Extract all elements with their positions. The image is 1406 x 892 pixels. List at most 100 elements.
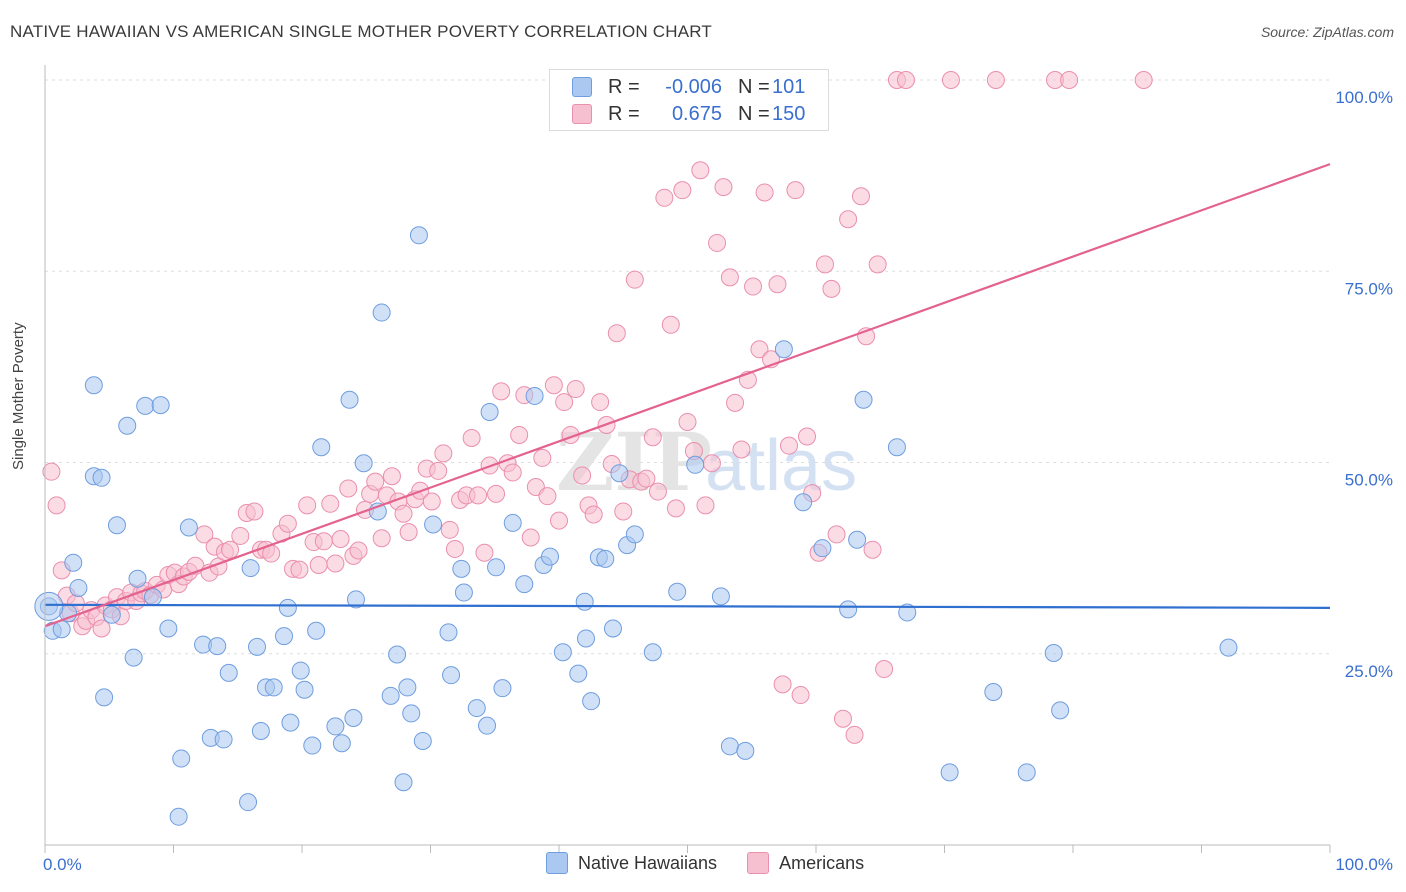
american-point — [851, 187, 870, 206]
legend-swatch-blue — [546, 852, 568, 874]
native-hawaiian-point — [307, 621, 326, 640]
native-hawaiian-point — [940, 763, 959, 782]
american-point — [399, 523, 418, 542]
native-hawaiian-point — [839, 600, 858, 619]
y-axis-label: Single Mother Poverty — [10, 322, 27, 470]
american-point — [744, 277, 763, 296]
american-point — [366, 472, 385, 491]
native-hawaiian-point-large — [34, 591, 64, 621]
american-point — [863, 540, 882, 559]
y-tick-label: 50.0% — [1345, 471, 1393, 490]
american-point — [845, 725, 864, 744]
native-hawaiians-trend-line — [44, 603, 1331, 609]
native-hawaiian-point — [480, 403, 499, 422]
american-point — [773, 675, 792, 694]
native-hawaiian-point — [172, 749, 191, 768]
native-hawaiian-point — [278, 598, 297, 617]
native-hawaiian-point — [136, 396, 155, 415]
x-tick-label: 100.0% — [1335, 855, 1393, 874]
american-point — [1134, 71, 1153, 89]
american-point — [655, 188, 674, 207]
american-point — [1060, 71, 1079, 89]
native-hawaiian-point — [487, 558, 506, 577]
american-point — [290, 560, 309, 579]
native-hawaiian-point — [774, 340, 793, 359]
american-point — [941, 71, 960, 89]
native-hawaiian-point — [409, 226, 428, 245]
native-hawaiian-point — [439, 623, 458, 642]
native-hawaiian-point — [394, 773, 413, 792]
native-hawaiian-point — [291, 661, 310, 680]
american-point — [986, 71, 1005, 89]
american-point — [732, 440, 751, 459]
native-hawaiian-point — [711, 587, 730, 606]
native-hawaiian-point — [128, 569, 147, 588]
native-hawaiian-point — [736, 741, 755, 760]
american-point — [298, 496, 317, 515]
american-point — [434, 444, 453, 463]
american-point — [791, 686, 810, 705]
legend-n-value: 101 — [772, 75, 806, 98]
native-hawaiian-point — [582, 692, 601, 711]
american-point — [708, 233, 727, 252]
native-hawaiian-point — [575, 592, 594, 611]
legend-swatch-pink — [747, 852, 770, 874]
native-hawaiian-point — [372, 303, 391, 322]
american-point — [726, 393, 745, 412]
american-point — [42, 462, 61, 481]
trend-lines — [44, 163, 1331, 628]
native-hawaiian-point — [1219, 638, 1238, 657]
american-point — [584, 505, 603, 524]
american-point — [798, 427, 817, 446]
american-point — [648, 482, 667, 501]
native-hawaiian-point — [241, 559, 260, 578]
american-point — [868, 255, 887, 274]
native-hawaiian-point — [340, 390, 359, 409]
american-point — [422, 492, 441, 511]
legend-item-americans[interactable]: Americans — [747, 852, 864, 874]
american-point — [278, 514, 297, 533]
native-hawaiian-point — [454, 583, 473, 602]
legend-item-native-hawaiians[interactable]: Native Hawaiians — [546, 852, 717, 874]
american-point — [339, 479, 358, 498]
native-hawaiian-point — [264, 678, 283, 697]
american-point — [691, 161, 710, 180]
native-hawaiian-point — [848, 530, 867, 549]
native-hawaiian-point — [388, 645, 407, 664]
american-point — [780, 436, 799, 455]
legend-row-americans: R = 0.675 N = 150 — [572, 103, 805, 125]
american-point — [591, 393, 610, 412]
native-hawaiian-point — [332, 734, 351, 753]
american-point — [875, 660, 894, 679]
american-point — [822, 279, 841, 298]
native-hawaiian-point — [354, 454, 373, 473]
watermark-atlas: atlas — [705, 426, 857, 506]
native-hawaiian-point — [625, 525, 644, 544]
native-hawaiian-point — [854, 390, 873, 409]
american-point — [637, 469, 656, 488]
american-point — [555, 393, 574, 412]
legend-n-value: 150 — [772, 102, 806, 125]
american-point — [678, 412, 697, 431]
american-point — [349, 541, 368, 560]
native-hawaiian-point — [248, 637, 267, 656]
american-point — [372, 529, 391, 548]
american-point — [815, 255, 834, 274]
native-hawaiian-point — [493, 679, 512, 698]
american-point — [321, 494, 340, 513]
series-legend: Native Hawaiians Americans — [546, 852, 894, 874]
legend-label-native-hawaiians: Native Hawaiians — [578, 852, 718, 873]
american-point — [475, 543, 494, 562]
native-hawaiian-point — [596, 549, 615, 568]
american-point — [614, 502, 633, 521]
american-point — [521, 528, 540, 547]
native-hawaiian-point — [478, 716, 497, 735]
american-point — [827, 525, 846, 544]
american-point — [544, 376, 563, 395]
legend-swatch-pink — [572, 104, 592, 124]
american-point — [566, 380, 585, 399]
native-hawaiian-point — [569, 664, 588, 683]
american-point — [440, 520, 459, 539]
american-point — [429, 461, 448, 480]
native-hawaiian-point — [124, 648, 143, 667]
